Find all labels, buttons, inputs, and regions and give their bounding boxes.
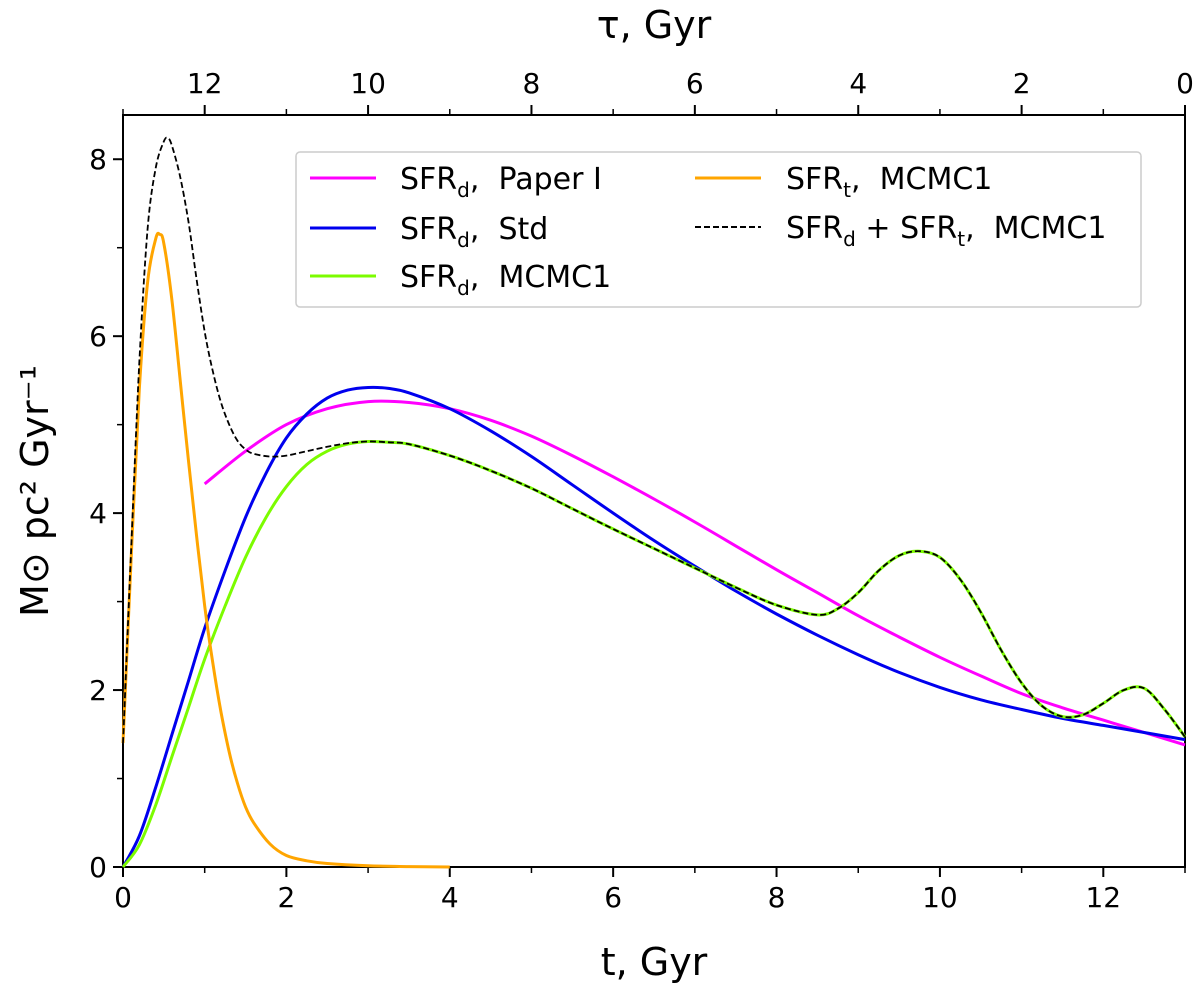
series-layer (121, 136, 1187, 869)
y-tick-label: 4 (89, 497, 107, 530)
legend-box (295, 151, 1142, 308)
legend-label-mcmc1-sum: SFRd + SFRt, MCMC1 (786, 211, 1106, 251)
series-line-paper-i (203, 399, 1186, 747)
top-x-axis-label: τ, Gyr (597, 3, 712, 47)
top-tick-label: 12 (187, 67, 223, 100)
y-tick-label: 0 (89, 851, 107, 884)
top-tick-label: 4 (849, 67, 867, 100)
y-tick-label: 2 (89, 674, 107, 707)
series-line-mcmc1-thick (121, 231, 450, 869)
top-tick-label: 0 (1176, 67, 1194, 100)
x-tick-label: 6 (604, 881, 622, 914)
x-tick-label: 8 (768, 881, 786, 914)
x-tick-label: 12 (1085, 881, 1121, 914)
legend-label-mcmc1-thick: SFRt, MCMC1 (786, 162, 992, 202)
x-tick-label: 4 (441, 881, 459, 914)
x-tick-label: 10 (922, 881, 958, 914)
x-axis-label: t, Gyr (601, 940, 708, 984)
x-tick-label: 0 (114, 881, 132, 914)
legend: SFRd, Paper I SFRd, Std SFRd, MCMC1 SFRt… (295, 151, 1142, 308)
x-tick-label: 2 (277, 881, 295, 914)
legend-label-mcmc1-disk: SFRd, MCMC1 (400, 260, 611, 300)
top-tick-label: 6 (686, 67, 704, 100)
legend-label-std: SFRd, Std (400, 212, 548, 252)
series-line-std (121, 385, 1186, 868)
ticks-layer: 0 2 4 6 8 10 12 0 2 4 6 8 12 10 8 6 4 2 0 (89, 67, 1194, 914)
y-tick-label: 8 (89, 143, 107, 176)
y-tick-label: 6 (89, 320, 107, 353)
legend-label-paper-i: SFRd, Paper I (400, 162, 602, 202)
top-tick-label: 8 (523, 67, 541, 100)
series-line-mcmc1-sum (122, 136, 1186, 744)
top-tick-label: 10 (350, 67, 386, 100)
plot-area-frame (122, 114, 1186, 868)
top-tick-label: 2 (1013, 67, 1031, 100)
y-axis-label: M⊙ pc² Gyr⁻¹ (13, 365, 57, 617)
series-line-mcmc1-disk (121, 439, 1187, 868)
